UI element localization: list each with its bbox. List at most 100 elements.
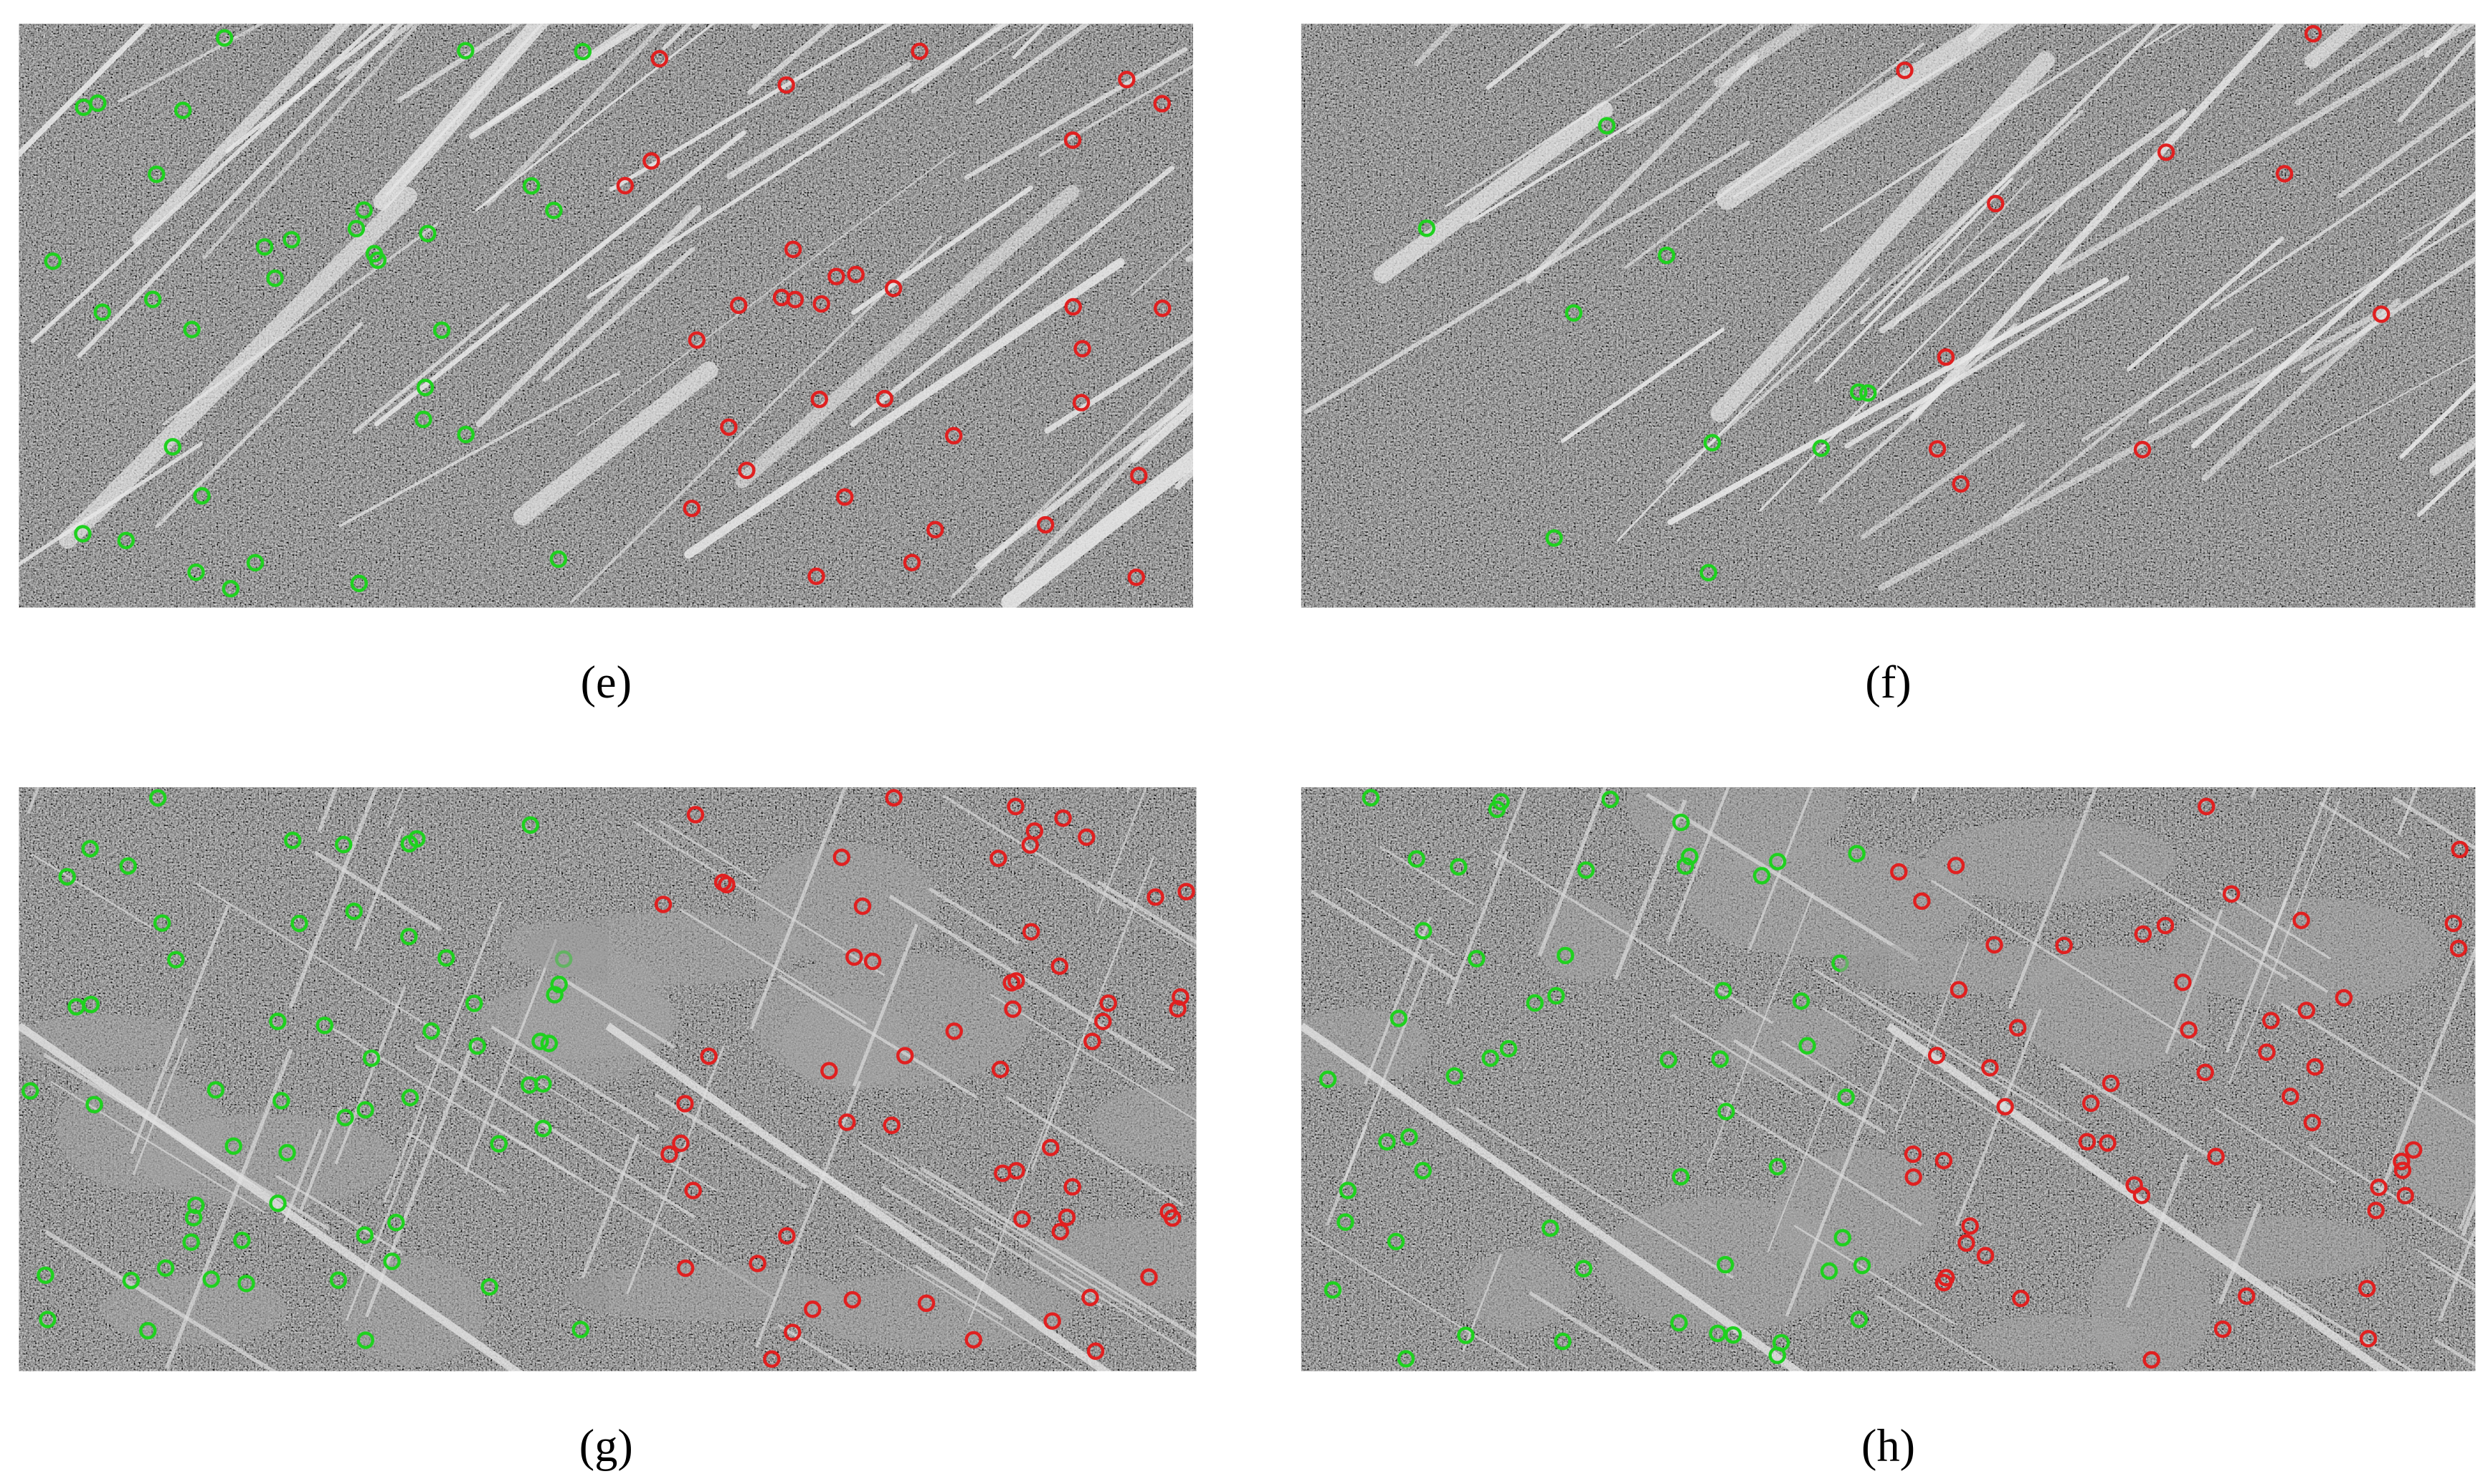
match-point-left — [414, 410, 432, 429]
match-point-left — [237, 1275, 255, 1293]
match-point-left — [1468, 950, 1486, 968]
panel-caption: (e) — [581, 657, 632, 708]
match-point-left — [549, 550, 568, 569]
match-point-left — [1798, 1037, 1816, 1055]
match-point-left — [284, 832, 302, 850]
match-point-left — [1792, 992, 1810, 1010]
match-point-left — [315, 1017, 333, 1034]
match-point-left — [356, 1331, 375, 1349]
match-point-left — [546, 986, 564, 1004]
match-point-left — [117, 531, 136, 550]
match-point-right — [2156, 916, 2175, 935]
match-point-right — [2262, 1012, 2280, 1029]
match-point-right — [1937, 348, 1955, 366]
match-point-left — [37, 1266, 54, 1284]
field-boundary — [1911, 787, 1919, 802]
match-point-right — [2012, 1289, 2030, 1308]
match-point-left — [1457, 1326, 1475, 1344]
match-point-left — [1850, 1311, 1869, 1328]
match-point-right — [832, 848, 850, 867]
match-point-left — [1703, 434, 1722, 452]
match-point-left — [167, 951, 185, 969]
match-point-left — [523, 177, 541, 195]
match-point-left — [1859, 384, 1877, 402]
match-point-left — [356, 1100, 374, 1119]
match-point-left — [1378, 1133, 1396, 1151]
match-point-left — [1659, 1050, 1678, 1069]
match-point-right — [964, 1331, 982, 1349]
match-point-left — [422, 1022, 440, 1040]
match-point-right — [2134, 925, 2152, 943]
match-point-right — [1050, 957, 1068, 975]
match-point-right — [650, 49, 669, 68]
match-point-right — [778, 1227, 796, 1245]
image-content — [1301, 787, 2476, 1371]
match-point-right — [1947, 857, 1965, 875]
match-point-right — [683, 499, 701, 518]
match-point-left — [350, 574, 369, 592]
match-point-left — [1717, 1103, 1735, 1121]
match-point-right — [883, 1116, 901, 1134]
match-point-right — [1904, 1168, 1922, 1186]
match-point-left — [1681, 847, 1699, 865]
match-point-left — [1752, 867, 1771, 885]
match-point-right — [845, 948, 863, 966]
match-point-left — [1672, 813, 1690, 832]
match-point-right — [713, 873, 732, 891]
match-point-left — [122, 1271, 141, 1290]
image-content — [19, 24, 1194, 608]
match-point-right — [1987, 194, 2005, 213]
match-point-left — [1545, 529, 1563, 547]
match-point-left — [1557, 946, 1575, 964]
match-point-right — [1981, 1059, 1999, 1077]
match-point-left — [1769, 852, 1787, 871]
match-point-right — [1054, 809, 1072, 827]
match-point-left — [74, 525, 92, 543]
match-point-left — [437, 949, 455, 967]
match-point-right — [838, 1113, 856, 1131]
match-point-left — [1724, 1326, 1742, 1344]
match-point-right — [2258, 1043, 2276, 1061]
match-point-right — [1961, 1217, 1979, 1235]
match-point-right — [1127, 569, 1146, 586]
match-point-right — [836, 488, 854, 506]
match-point-right — [827, 267, 845, 285]
match-point-right — [1086, 1342, 1105, 1360]
match-point-right — [2196, 1063, 2214, 1082]
match-point-right — [1072, 394, 1091, 412]
match-point-left — [148, 165, 166, 184]
match-point-right — [654, 895, 673, 913]
match-point-right — [2303, 1113, 2322, 1132]
match-point-right — [917, 1294, 936, 1313]
image-half — [1860, 24, 2476, 608]
match-point-right — [2282, 1088, 2299, 1105]
match-point-left — [1837, 1088, 1855, 1106]
match-point-left — [156, 1259, 175, 1277]
match-point-left — [290, 914, 308, 933]
match-point-right — [843, 1290, 862, 1309]
match-point-left — [468, 1037, 486, 1055]
match-point-left — [1526, 994, 1544, 1012]
match-point-left — [574, 42, 592, 61]
bright-streak — [751, 24, 761, 29]
speckle — [1301, 24, 1889, 608]
match-point-right — [1064, 298, 1082, 316]
match-point-left — [269, 1194, 287, 1212]
match-point-left — [22, 1082, 39, 1100]
match-point-right — [2078, 1133, 2097, 1151]
match-point-left — [416, 379, 435, 396]
image-content — [1301, 24, 2476, 608]
match-point-left — [1481, 1049, 1499, 1067]
match-point-left — [1676, 857, 1694, 875]
match-point-left — [163, 438, 181, 456]
image-half — [1301, 787, 2087, 1371]
match-point-left — [1848, 845, 1866, 862]
match-point-left — [44, 252, 62, 270]
match-point-left — [1565, 304, 1583, 322]
match-point-left — [1445, 1067, 1463, 1085]
match-point-right — [807, 567, 825, 586]
match-point-right — [1913, 892, 1931, 910]
match-point-left — [139, 1321, 157, 1340]
match-point-right — [2451, 840, 2469, 859]
